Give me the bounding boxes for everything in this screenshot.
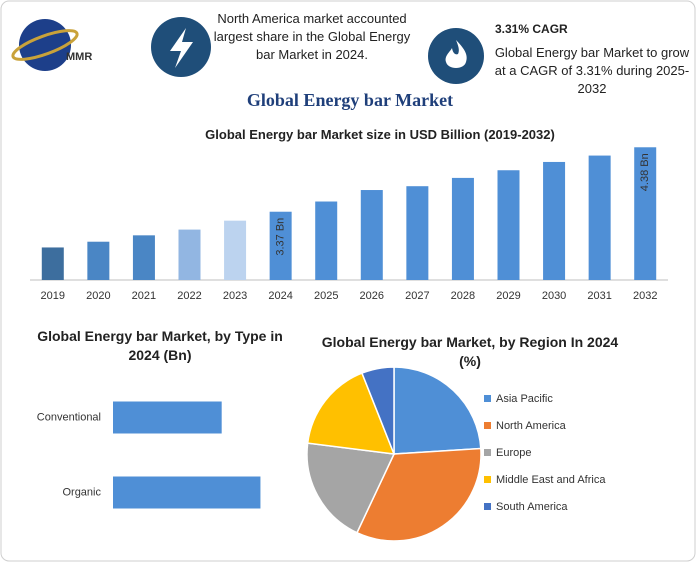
value-label: 4.38 Bn bbox=[639, 153, 651, 191]
bar bbox=[224, 220, 247, 280]
x-tick-label: 2025 bbox=[314, 290, 338, 302]
lightning-shape bbox=[170, 28, 193, 68]
x-tick-label: 2032 bbox=[633, 290, 657, 302]
x-tick-label: 2031 bbox=[587, 290, 611, 302]
bar bbox=[360, 190, 383, 280]
bar bbox=[451, 177, 474, 280]
bar bbox=[87, 241, 110, 280]
legend-label: Middle East and Africa bbox=[496, 474, 606, 486]
x-tick-label: 2027 bbox=[405, 290, 429, 302]
bar bbox=[113, 476, 261, 509]
pie-slice bbox=[393, 366, 482, 455]
x-tick-label: 2026 bbox=[360, 290, 384, 302]
legend-label: South America bbox=[496, 501, 568, 513]
chart-title: Global Energy bar Market, by Region In 2… bbox=[321, 334, 619, 369]
y-tick-label: Conventional bbox=[37, 411, 101, 423]
x-tick-label: 2030 bbox=[542, 290, 566, 302]
bar bbox=[41, 247, 64, 280]
bar bbox=[406, 186, 429, 280]
legend-swatch bbox=[484, 449, 491, 456]
legend-label: North America bbox=[496, 420, 567, 432]
bar bbox=[315, 201, 338, 280]
pie-slice bbox=[306, 372, 396, 455]
pie-slice bbox=[360, 366, 395, 455]
logo-globe bbox=[19, 19, 71, 71]
x-tick-label: 2021 bbox=[132, 290, 156, 302]
pie-slice bbox=[306, 442, 396, 534]
x-tick-label: 2028 bbox=[451, 290, 475, 302]
bar bbox=[178, 229, 201, 280]
cagr-title: 3.31% CAGR bbox=[495, 22, 568, 36]
value-label: 3.37 Bn bbox=[275, 218, 287, 256]
bar bbox=[497, 170, 520, 280]
pie-slice bbox=[355, 447, 482, 542]
legend-swatch bbox=[484, 476, 491, 483]
bar bbox=[634, 147, 657, 280]
logo: MMR bbox=[11, 19, 92, 71]
legend-swatch bbox=[484, 422, 491, 429]
note: North America market accounted largest s… bbox=[213, 11, 411, 62]
x-tick-label: 2029 bbox=[496, 290, 520, 302]
legend-swatch bbox=[484, 395, 491, 402]
legend-swatch bbox=[484, 503, 491, 510]
chart-title: Global Energy bar Market size in USD Bil… bbox=[205, 127, 555, 142]
fire-shape bbox=[445, 40, 467, 68]
x-tick-label: 2020 bbox=[86, 290, 110, 302]
x-tick-label: 2019 bbox=[41, 290, 65, 302]
legend-label: Asia Pacific bbox=[496, 393, 553, 405]
bar bbox=[113, 401, 222, 434]
chart-title: Global Energy bar Market, by Type in 202… bbox=[37, 328, 283, 363]
x-tick-label: 2022 bbox=[177, 290, 201, 302]
x-tick-label: 2023 bbox=[223, 290, 247, 302]
logo-ring bbox=[11, 29, 79, 61]
legend-label: Europe bbox=[496, 447, 531, 459]
main-title: Global Energy bar Market bbox=[246, 90, 454, 110]
bar bbox=[588, 155, 611, 280]
x-tick-label: 2024 bbox=[268, 290, 292, 302]
y-tick-label: Organic bbox=[62, 486, 101, 498]
bar bbox=[269, 211, 292, 280]
bar bbox=[132, 235, 155, 280]
logo-text: MMR bbox=[66, 51, 92, 63]
cagr-text: Global Energy bar Market to grow at a CA… bbox=[494, 45, 690, 96]
bar bbox=[543, 161, 566, 280]
